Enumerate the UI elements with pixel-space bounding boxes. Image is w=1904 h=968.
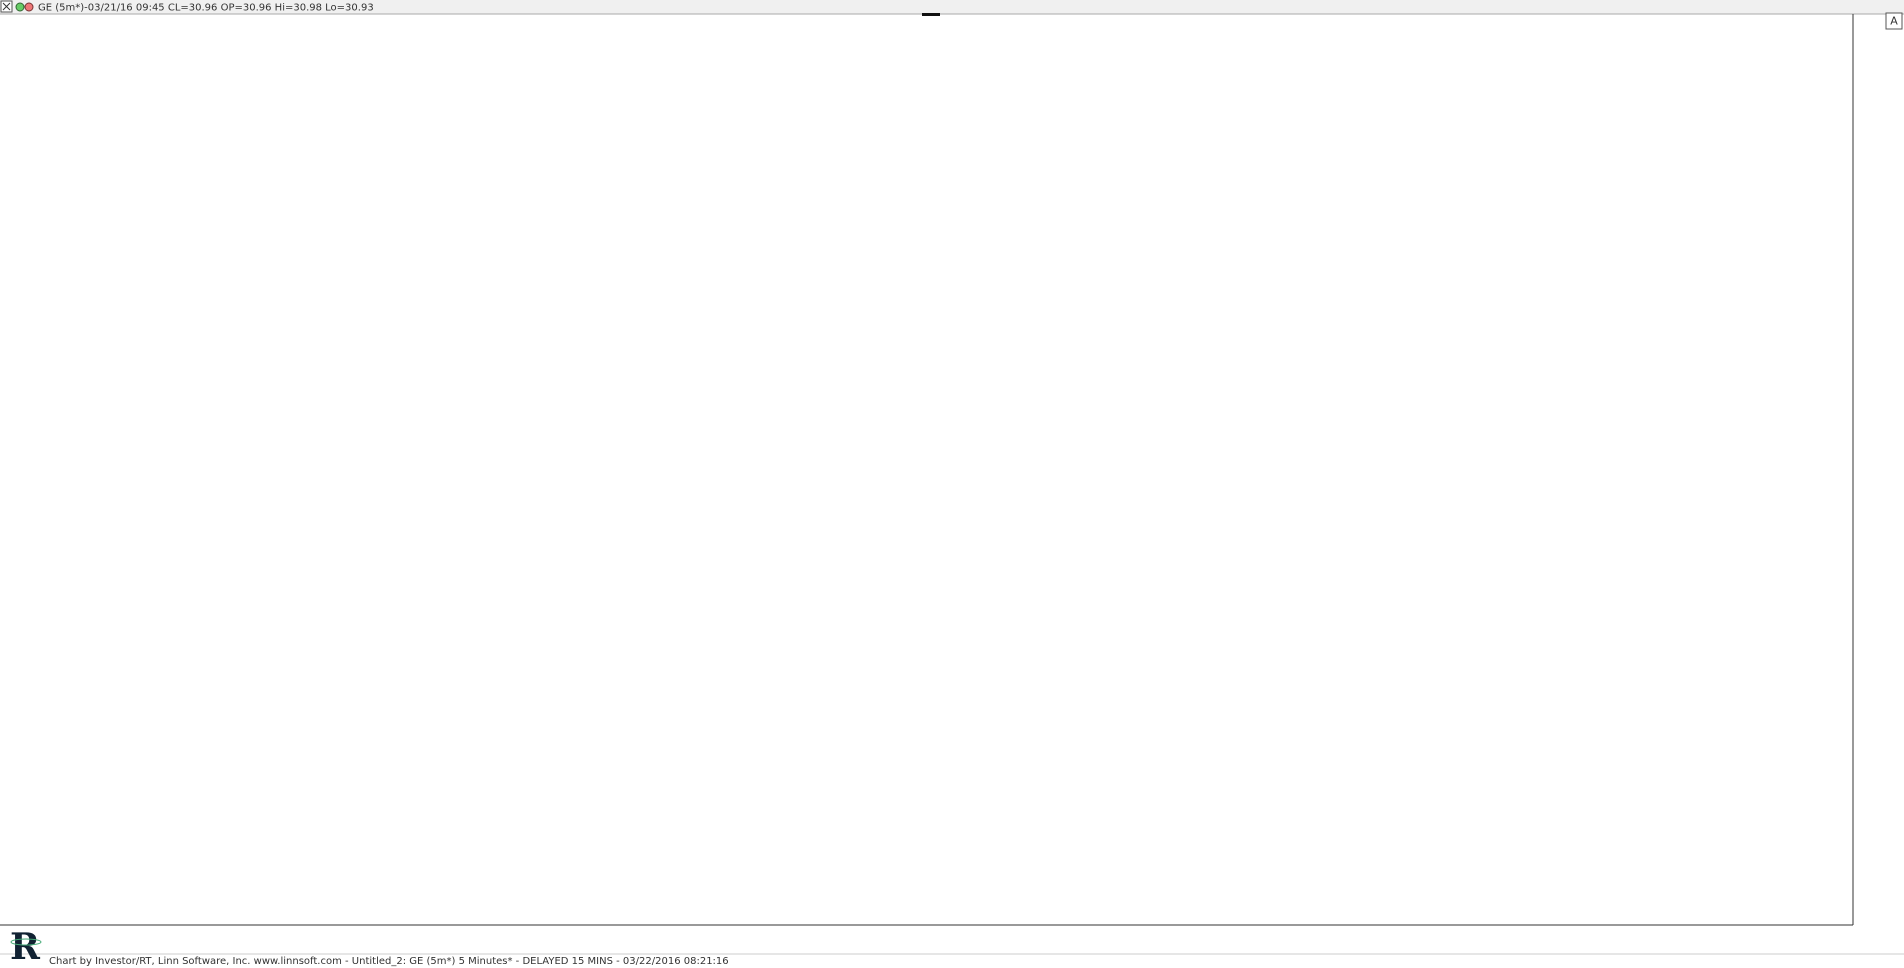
auto-scale-button-label: A — [1890, 15, 1898, 28]
chart-title: GE (5m*)-03/21/16 09:45 CL=30.96 OP=30.9… — [38, 3, 374, 14]
close-icon-x — [2, 2, 11, 11]
splitter-handle[interactable] — [922, 13, 940, 16]
status-icon — [24, 2, 34, 12]
logo: R — [10, 926, 42, 968]
auto-scale-button[interactable] — [1885, 12, 1903, 30]
status-icon — [15, 2, 25, 12]
footer-text: Chart by Investor/RT, Linn Software, Inc… — [49, 956, 729, 967]
logo-mark: R — [10, 926, 41, 968]
logo-ring — [10, 938, 42, 946]
header-bar — [0, 0, 1904, 14]
